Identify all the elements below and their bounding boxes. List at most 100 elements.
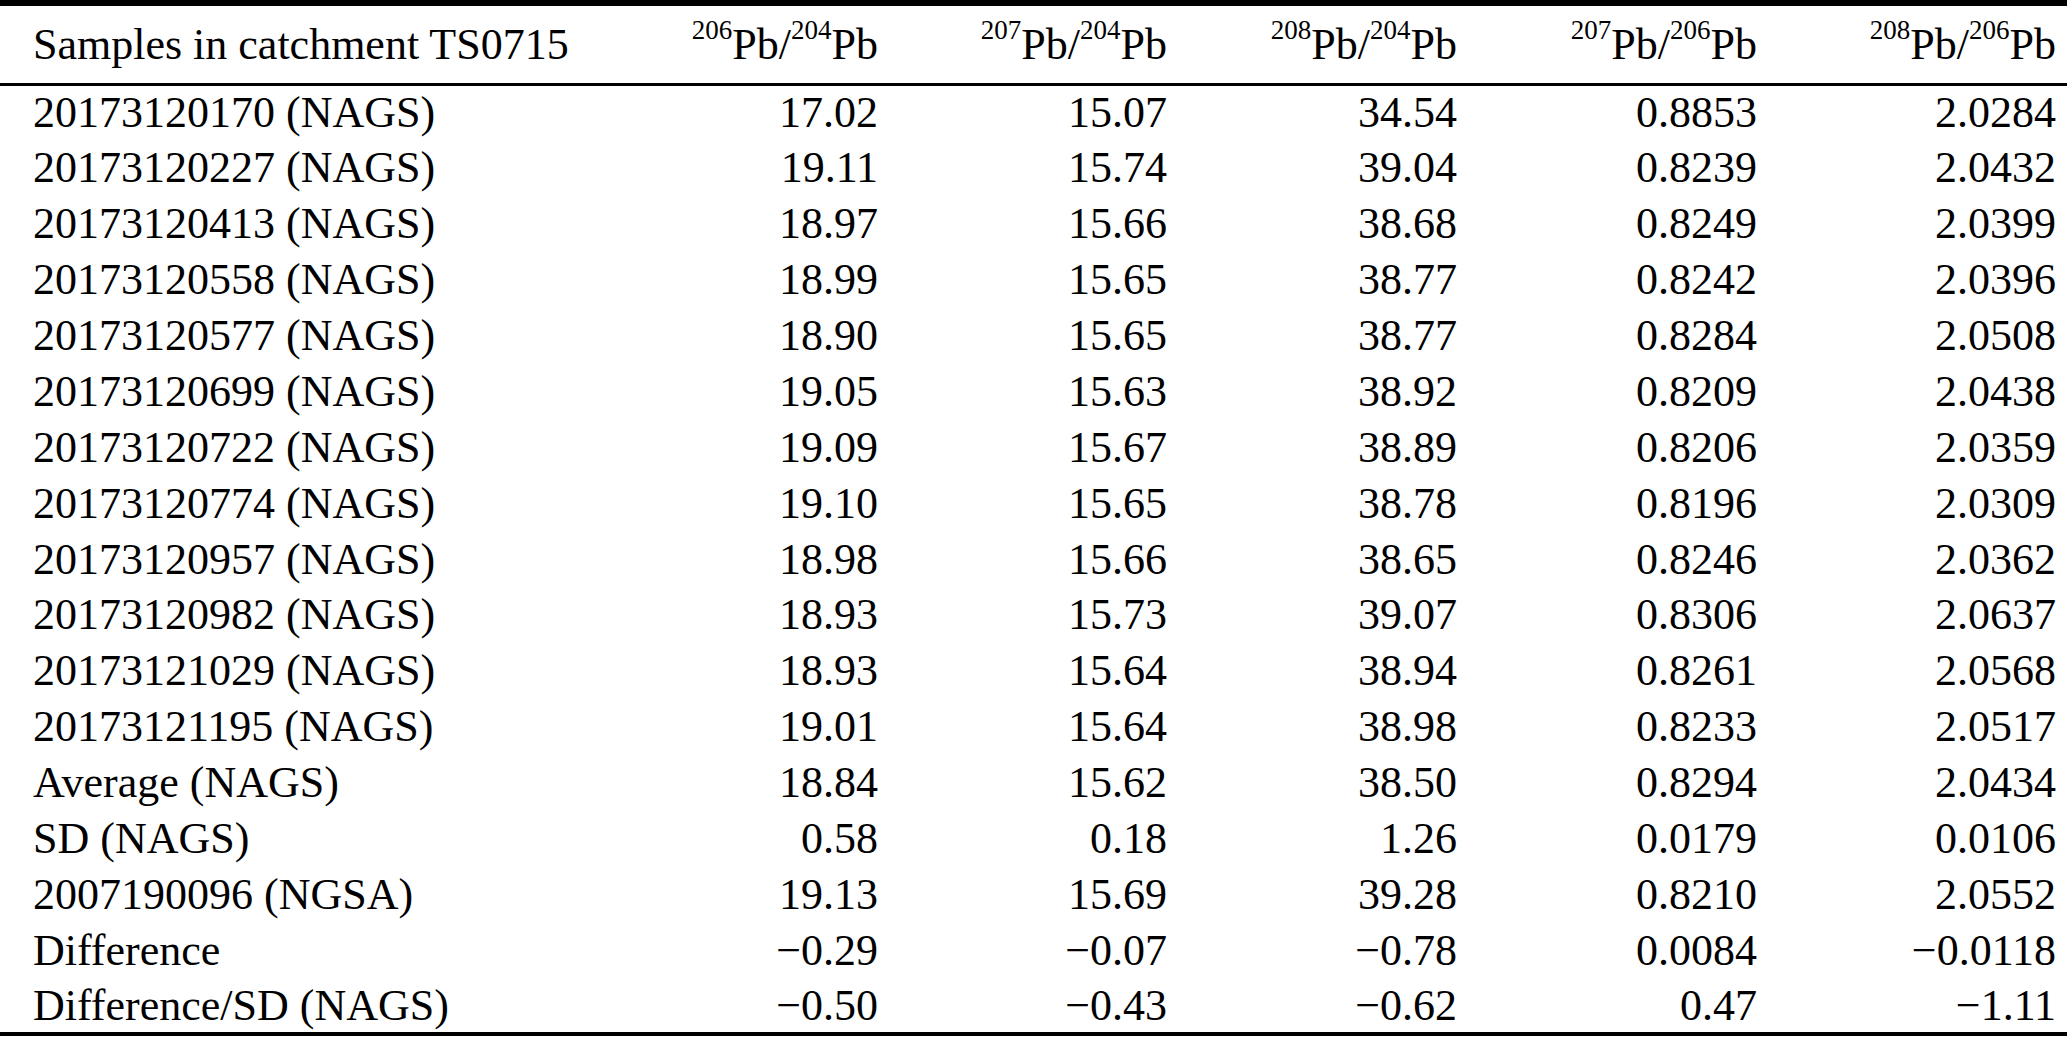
ratio-value-cell: 38.77 [1167,308,1457,364]
ratio-value-cell: 0.8233 [1457,699,1757,755]
ratio-value-cell: 2.0434 [1757,755,2067,811]
ratio-value-cell: 15.65 [878,252,1167,308]
sample-label-cell: 20173121029 (NAGS) [0,643,600,699]
header-isotope-ratio-208-204: 208Pb/204Pb [1167,3,1457,84]
isotope-ratio-table: Samples in catchment TS0715 206Pb/204Pb2… [0,0,2067,1036]
ratio-value-cell: −1.11 [1757,978,2067,1034]
ratio-value-cell: 18.98 [600,531,878,587]
table-row: 20173120699 (NAGS)19.0515.6338.920.82092… [0,363,2067,419]
table-row: SD (NAGS)0.580.181.260.01790.0106 [0,811,2067,867]
ratio-value-cell: 19.11 [600,140,878,196]
ratio-value-cell: 0.18 [878,811,1167,867]
isotope-mass-numerator: 208 [1870,15,1911,45]
ratio-value-cell: 19.01 [600,699,878,755]
ratio-value-cell: 0.0084 [1457,922,1757,978]
isotope-element-denominator: Pb [832,20,878,69]
ratio-value-cell: 39.04 [1167,140,1457,196]
ratio-value-cell: −0.07 [878,922,1167,978]
isotope-element-numerator: Pb [732,20,778,69]
ratio-value-cell: 2.0637 [1757,587,2067,643]
ratio-value-cell: 38.50 [1167,755,1457,811]
ratio-value-cell: 15.64 [878,699,1167,755]
sample-label-cell: 20173120982 (NAGS) [0,587,600,643]
ratio-value-cell: 38.68 [1167,196,1457,252]
sample-label-cell: 20173120722 (NAGS) [0,419,600,475]
isotope-mass-denominator: 206 [1969,15,2010,45]
table-row: 20173120170 (NAGS)17.0215.0734.540.88532… [0,84,2067,140]
header-row: Samples in catchment TS0715 206Pb/204Pb2… [0,3,2067,84]
table-row: 20173120722 (NAGS)19.0915.6738.890.82062… [0,419,2067,475]
ratio-value-cell: 15.62 [878,755,1167,811]
isotope-mass-numerator: 208 [1271,15,1312,45]
ratio-value-cell: 0.0179 [1457,811,1757,867]
isotope-mass-numerator: 206 [692,15,733,45]
ratio-value-cell: 39.07 [1167,587,1457,643]
ratio-value-cell: 2.0552 [1757,866,2067,922]
ratio-value-cell: 0.8294 [1457,755,1757,811]
ratio-separator: / [1957,20,1969,69]
ratio-value-cell: 2.0359 [1757,419,2067,475]
ratio-value-cell: 2.0399 [1757,196,2067,252]
ratio-value-cell: 0.8196 [1457,475,1757,531]
ratio-value-cell: 2.0396 [1757,252,2067,308]
sample-label-cell: Difference/SD (NAGS) [0,978,600,1034]
ratio-value-cell: 0.8249 [1457,196,1757,252]
ratio-value-cell: 0.8210 [1457,866,1757,922]
ratio-value-cell: 38.77 [1167,252,1457,308]
table-row: 20173120577 (NAGS)18.9015.6538.770.82842… [0,308,2067,364]
sample-label-cell: 20173120413 (NAGS) [0,196,600,252]
ratio-value-cell: 0.8284 [1457,308,1757,364]
ratio-value-cell: 19.13 [600,866,878,922]
ratio-value-cell: 15.67 [878,419,1167,475]
header-sample-column: Samples in catchment TS0715 [0,3,600,84]
ratio-value-cell: 15.63 [878,363,1167,419]
sample-label-cell: Difference [0,922,600,978]
ratio-value-cell: 0.8853 [1457,84,1757,140]
table-row: 20173120558 (NAGS)18.9915.6538.770.82422… [0,252,2067,308]
isotope-element-denominator: Pb [1711,20,1757,69]
ratio-value-cell: 38.94 [1167,643,1457,699]
ratio-value-cell: 2.0517 [1757,699,2067,755]
sample-label-cell: 20173120558 (NAGS) [0,252,600,308]
table-row: 20173120227 (NAGS)19.1115.7439.040.82392… [0,140,2067,196]
ratio-value-cell: 15.65 [878,308,1167,364]
ratio-value-cell: 18.93 [600,587,878,643]
header-isotope-ratio-206-204: 206Pb/204Pb [600,3,878,84]
ratio-value-cell: 2.0362 [1757,531,2067,587]
ratio-value-cell: 15.74 [878,140,1167,196]
ratio-value-cell: 18.99 [600,252,878,308]
ratio-value-cell: 19.05 [600,363,878,419]
sample-label-cell: 20173120577 (NAGS) [0,308,600,364]
sample-label-cell: 20173120957 (NAGS) [0,531,600,587]
table-row: Average (NAGS)18.8415.6238.500.82942.043… [0,755,2067,811]
ratio-value-cell: 2.0568 [1757,643,2067,699]
ratio-value-cell: 15.64 [878,643,1167,699]
sample-label-cell: 20173121195 (NAGS) [0,699,600,755]
ratio-value-cell: −0.50 [600,978,878,1034]
ratio-value-cell: 0.8242 [1457,252,1757,308]
sample-label-cell: SD (NAGS) [0,811,600,867]
header-isotope-ratio-208-206: 208Pb/206Pb [1757,3,2067,84]
table-row: 20173120413 (NAGS)18.9715.6638.680.82492… [0,196,2067,252]
ratio-value-cell: 0.58 [600,811,878,867]
ratio-value-cell: 15.69 [878,866,1167,922]
sample-label-cell: Average (NAGS) [0,755,600,811]
ratio-value-cell: 0.0106 [1757,811,2067,867]
ratio-value-cell: 2.0309 [1757,475,2067,531]
isotope-mass-numerator: 207 [1571,15,1612,45]
ratio-value-cell: 2.0284 [1757,84,2067,140]
ratio-separator: / [1658,20,1670,69]
ratio-value-cell: 2.0432 [1757,140,2067,196]
ratio-value-cell: 18.84 [600,755,878,811]
sample-label-cell: 20173120774 (NAGS) [0,475,600,531]
ratio-value-cell: 18.90 [600,308,878,364]
ratio-value-cell: −0.62 [1167,978,1457,1034]
ratio-value-cell: −0.78 [1167,922,1457,978]
isotope-element-denominator: Pb [1411,20,1457,69]
ratio-value-cell: 0.47 [1457,978,1757,1034]
isotope-element-numerator: Pb [1311,20,1357,69]
table-row: Difference/SD (NAGS)−0.50−0.43−0.620.47−… [0,978,2067,1034]
isotope-mass-denominator: 204 [791,15,832,45]
ratio-value-cell: 15.73 [878,587,1167,643]
isotope-element-denominator: Pb [2010,20,2056,69]
